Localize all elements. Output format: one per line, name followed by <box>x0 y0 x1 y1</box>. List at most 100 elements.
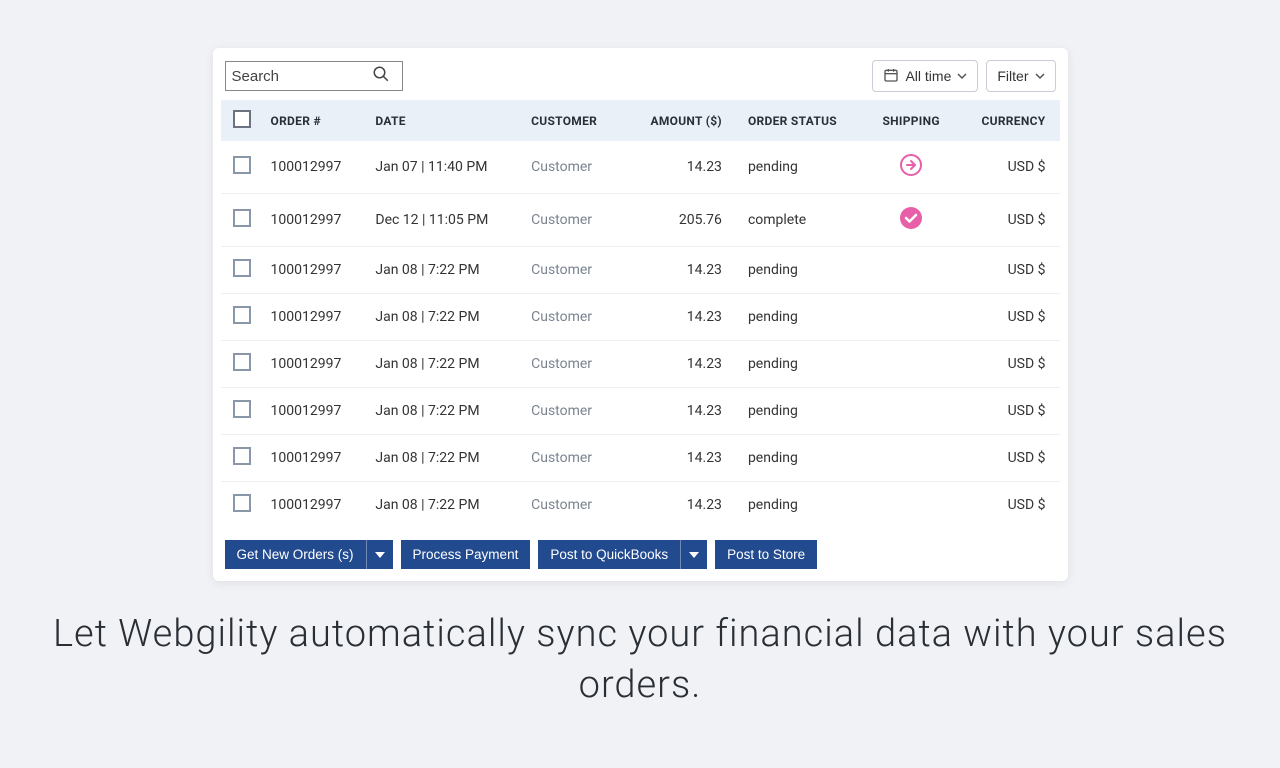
row-checkbox[interactable] <box>233 400 251 418</box>
cell-shipping <box>867 482 956 529</box>
cell-currency: USD $ <box>956 482 1060 529</box>
cell-order: 100012997 <box>263 194 368 247</box>
cell-status: pending <box>740 435 867 482</box>
cell-shipping <box>867 247 956 294</box>
table-row[interactable]: 100012997Jan 08 | 7:22 PMCustomer14.23pe… <box>221 388 1060 435</box>
col-order-status[interactable]: ORDER STATUS <box>740 100 867 141</box>
cell-amount: 14.23 <box>622 247 740 294</box>
cell-currency: USD $ <box>956 435 1060 482</box>
table-row[interactable]: 100012997Jan 08 | 7:22 PMCustomer14.23pe… <box>221 435 1060 482</box>
orders-table: ORDER # DATE CUSTOMER AMOUNT ($) ORDER S… <box>221 100 1060 528</box>
col-currency[interactable]: CURRENCY <box>956 100 1060 141</box>
col-date[interactable]: DATE <box>367 100 523 141</box>
row-checkbox[interactable] <box>233 494 251 512</box>
col-customer[interactable]: CUSTOMER <box>523 100 622 141</box>
cell-customer: Customer <box>523 194 622 247</box>
cell-date: Jan 08 | 7:22 PM <box>367 482 523 529</box>
row-checkbox[interactable] <box>233 209 251 227</box>
cell-amount: 205.76 <box>622 194 740 247</box>
cell-shipping <box>867 194 956 247</box>
cell-customer: Customer <box>523 294 622 341</box>
cell-currency: USD $ <box>956 388 1060 435</box>
cell-order: 100012997 <box>263 294 368 341</box>
get-new-orders-button[interactable]: Get New Orders (s) <box>225 540 366 569</box>
table-row[interactable]: 100012997Dec 12 | 11:05 PMCustomer205.76… <box>221 194 1060 247</box>
cell-customer: Customer <box>523 435 622 482</box>
table-row[interactable]: 100012997Jan 08 | 7:22 PMCustomer14.23pe… <box>221 341 1060 388</box>
cell-status: pending <box>740 482 867 529</box>
cell-status: pending <box>740 247 867 294</box>
cell-order: 100012997 <box>263 435 368 482</box>
row-checkbox[interactable] <box>233 306 251 324</box>
cell-customer: Customer <box>523 482 622 529</box>
cell-date: Jan 08 | 7:22 PM <box>367 247 523 294</box>
col-amount[interactable]: AMOUNT ($) <box>622 100 740 141</box>
post-quickbooks-caret[interactable] <box>680 540 707 569</box>
cell-date: Dec 12 | 11:05 PM <box>367 194 523 247</box>
cell-date: Jan 07 | 11:40 PM <box>367 141 523 194</box>
cell-shipping <box>867 141 956 194</box>
action-bar: Get New Orders (s) Process Payment Post … <box>221 528 1060 569</box>
date-range-label: All time <box>905 68 951 84</box>
cell-status: complete <box>740 194 867 247</box>
cell-currency: USD $ <box>956 141 1060 194</box>
post-quickbooks-button[interactable]: Post to QuickBooks <box>538 540 680 569</box>
caret-down-icon <box>375 552 385 558</box>
row-checkbox[interactable] <box>233 447 251 465</box>
get-new-orders-split: Get New Orders (s) <box>225 540 393 569</box>
row-checkbox[interactable] <box>233 259 251 277</box>
cell-amount: 14.23 <box>622 341 740 388</box>
table-row[interactable]: 100012997Jan 08 | 7:22 PMCustomer14.23pe… <box>221 247 1060 294</box>
cell-amount: 14.23 <box>622 482 740 529</box>
cell-status: pending <box>740 341 867 388</box>
cell-shipping <box>867 341 956 388</box>
cell-currency: USD $ <box>956 294 1060 341</box>
row-checkbox[interactable] <box>233 156 251 174</box>
cell-order: 100012997 <box>263 141 368 194</box>
process-payment-button[interactable]: Process Payment <box>401 540 531 569</box>
table-row[interactable]: 100012997Jan 08 | 7:22 PMCustomer14.23pe… <box>221 482 1060 529</box>
search-icon <box>372 65 390 87</box>
filter-dropdown[interactable]: Filter <box>986 60 1055 92</box>
cell-customer: Customer <box>523 388 622 435</box>
cell-order: 100012997 <box>263 388 368 435</box>
col-order[interactable]: ORDER # <box>263 100 368 141</box>
cell-date: Jan 08 | 7:22 PM <box>367 388 523 435</box>
cell-order: 100012997 <box>263 247 368 294</box>
cell-order: 100012997 <box>263 341 368 388</box>
cell-status: pending <box>740 141 867 194</box>
date-range-dropdown[interactable]: All time <box>872 60 978 92</box>
table-header-row: ORDER # DATE CUSTOMER AMOUNT ($) ORDER S… <box>221 100 1060 141</box>
cell-shipping <box>867 435 956 482</box>
cell-amount: 14.23 <box>622 294 740 341</box>
col-shipping[interactable]: SHIPPING <box>867 100 956 141</box>
select-all-checkbox[interactable] <box>233 110 251 128</box>
cell-order: 100012997 <box>263 482 368 529</box>
search-box[interactable] <box>225 61 403 91</box>
cell-status: pending <box>740 388 867 435</box>
shipping-pending-icon <box>899 153 923 177</box>
cell-currency: USD $ <box>956 341 1060 388</box>
cell-status: pending <box>740 294 867 341</box>
cell-customer: Customer <box>523 341 622 388</box>
cell-amount: 14.23 <box>622 141 740 194</box>
chevron-down-icon <box>957 68 967 84</box>
get-new-orders-caret[interactable] <box>366 540 393 569</box>
chevron-down-icon <box>1035 68 1045 84</box>
toolbar: All time Filter <box>221 56 1060 100</box>
post-store-button[interactable]: Post to Store <box>715 540 817 569</box>
table-row[interactable]: 100012997Jan 07 | 11:40 PMCustomer14.23p… <box>221 141 1060 194</box>
cell-date: Jan 08 | 7:22 PM <box>367 294 523 341</box>
filter-label: Filter <box>997 68 1028 84</box>
cell-date: Jan 08 | 7:22 PM <box>367 435 523 482</box>
cell-customer: Customer <box>523 141 622 194</box>
table-row[interactable]: 100012997Jan 08 | 7:22 PMCustomer14.23pe… <box>221 294 1060 341</box>
cell-customer: Customer <box>523 247 622 294</box>
row-checkbox[interactable] <box>233 353 251 371</box>
shipping-complete-icon <box>899 206 923 230</box>
cell-shipping <box>867 294 956 341</box>
cell-currency: USD $ <box>956 194 1060 247</box>
calendar-icon <box>883 67 899 86</box>
search-input[interactable] <box>232 68 372 85</box>
cell-currency: USD $ <box>956 247 1060 294</box>
